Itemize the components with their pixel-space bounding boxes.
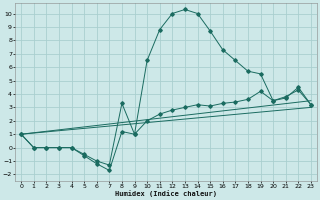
X-axis label: Humidex (Indice chaleur): Humidex (Indice chaleur) [115,190,217,197]
